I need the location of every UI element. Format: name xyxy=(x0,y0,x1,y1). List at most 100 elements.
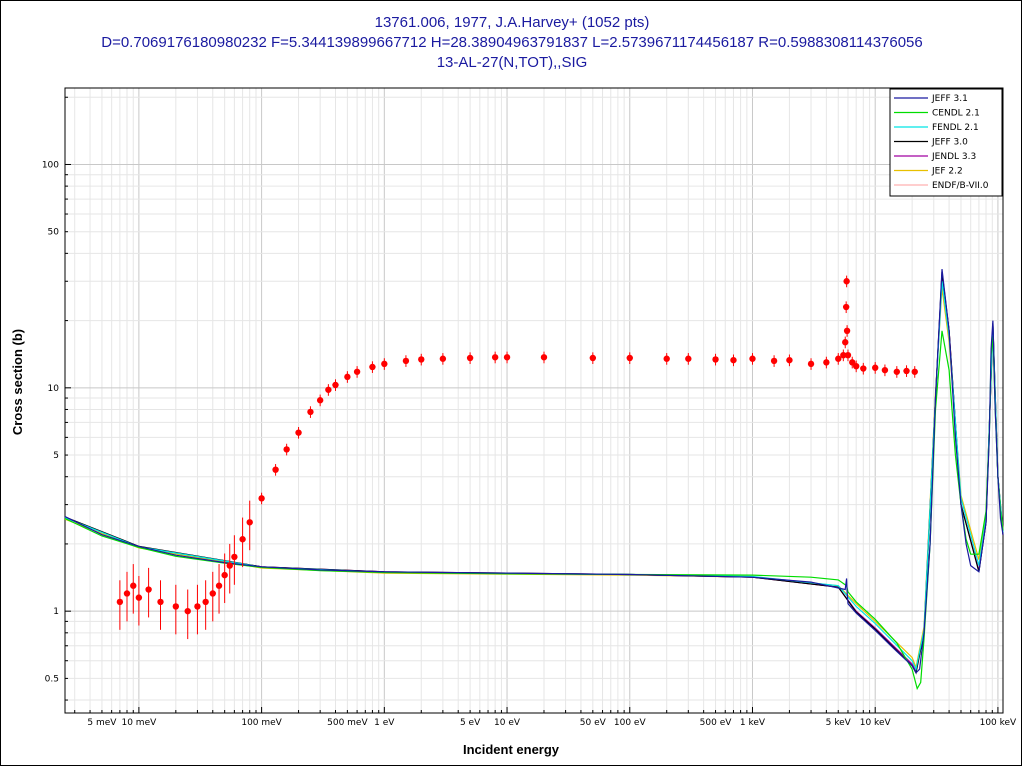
exp-point xyxy=(145,586,152,593)
x-tick-label: 10 keV xyxy=(860,718,892,728)
x-tick-label: 1 eV xyxy=(374,718,395,728)
experimental-data xyxy=(116,275,918,640)
chart-title-line-3: 13-AL-27(N,TOT),,SIG xyxy=(436,54,588,71)
exp-point xyxy=(849,359,856,366)
exp-point xyxy=(215,582,223,589)
exp-point xyxy=(903,367,910,375)
y-tick-label: 10 xyxy=(48,384,60,394)
exp-point xyxy=(184,607,191,615)
x-tick-label: 10 meV xyxy=(121,718,157,728)
exp-point xyxy=(911,368,918,375)
legend-entry: JEFF 3.1 xyxy=(931,94,968,104)
exp-point xyxy=(503,354,511,361)
exp-point xyxy=(157,598,164,606)
exp-point xyxy=(844,351,852,359)
exp-point xyxy=(221,571,228,579)
exp-point xyxy=(332,381,339,389)
x-tick-label: 500 eV xyxy=(700,718,733,728)
exp-point xyxy=(325,386,332,393)
exp-point xyxy=(172,603,180,610)
x-tick-label: 100 keV xyxy=(980,718,1017,728)
exp-point xyxy=(786,356,793,364)
exp-point xyxy=(589,354,597,362)
exp-point xyxy=(843,327,851,335)
exp-point xyxy=(872,364,879,371)
legend: JEFF 3.1 CENDL 2.1 FENDL 2.1 JEFF 3.0 JENDL … xyxy=(889,88,1003,197)
x-tick-label: 1 keV xyxy=(740,718,766,728)
x-tick-label: 100 meV xyxy=(241,718,282,728)
exp-point xyxy=(749,355,756,362)
exp-point xyxy=(381,360,388,368)
exp-point xyxy=(295,429,302,436)
chart-title-line-1: 13761.006, 1977, J.A.Harvey+ (1052 pts) xyxy=(374,14,650,31)
exp-point xyxy=(712,356,719,363)
exp-point xyxy=(466,354,474,362)
legend-entry: JEF 2.2 xyxy=(931,167,963,177)
exp-point xyxy=(685,355,692,362)
exp-point xyxy=(418,356,425,363)
y-tick-label: 5 xyxy=(53,451,59,461)
exp-point xyxy=(770,357,778,365)
axis-ticks: 5 meV 10 meV 100 meV 500 meV 1 eV 5 eV 10 eV 50… xyxy=(42,96,1017,728)
exp-point xyxy=(540,354,548,361)
exp-point xyxy=(116,598,124,606)
exp-point xyxy=(316,397,324,404)
exp-point xyxy=(194,603,201,610)
exp-point xyxy=(491,354,499,361)
exp-point xyxy=(843,278,850,285)
y-tick-label: 1 xyxy=(53,607,59,617)
x-tick-label: 10 eV xyxy=(494,718,521,728)
series-line-cendl-2-1 xyxy=(64,330,1004,691)
exp-point xyxy=(840,351,847,359)
legend-entry: FENDL 2.1 xyxy=(932,123,979,133)
exp-point xyxy=(209,590,216,597)
y-tick-label: 100 xyxy=(42,160,59,170)
exp-point xyxy=(123,590,131,597)
exp-point xyxy=(283,446,290,453)
exp-point xyxy=(202,598,209,606)
exp-point xyxy=(852,362,860,370)
y-tick-label: 50 xyxy=(48,228,60,238)
exp-point xyxy=(402,357,410,365)
exp-point xyxy=(835,355,842,362)
legend-entry: JENDL 3.3 xyxy=(931,152,976,162)
exp-point xyxy=(663,355,670,362)
x-tick-label: 5 eV xyxy=(460,718,481,728)
x-axis-label: Incident energy xyxy=(463,742,560,757)
exp-point xyxy=(258,495,265,502)
exp-point xyxy=(226,562,233,569)
exp-point xyxy=(881,366,889,374)
exp-point xyxy=(307,408,314,416)
exp-point xyxy=(842,303,850,311)
legend-entry: JEFF 3.0 xyxy=(931,138,968,148)
exp-point xyxy=(135,594,143,601)
exp-point xyxy=(823,359,830,366)
series-lines xyxy=(64,269,1004,691)
x-tick-label: 500 meV xyxy=(327,718,368,728)
x-tick-label: 5 meV xyxy=(87,718,117,728)
exp-point xyxy=(807,360,815,368)
exp-point xyxy=(893,368,901,375)
exp-point xyxy=(730,356,737,364)
y-axis-label: Cross section (b) xyxy=(10,329,25,435)
exp-point xyxy=(842,339,849,346)
exp-point xyxy=(246,519,253,526)
series-line-jeff-3-1 xyxy=(64,269,1004,674)
exp-point xyxy=(439,355,447,362)
exp-point xyxy=(344,373,351,381)
chart-title-line-2: D=0.7069176180980232 F=5.344139899667712… xyxy=(101,34,923,51)
legend-entry: ENDF/B-VII.0 xyxy=(932,181,989,191)
x-tick-label: 5 keV xyxy=(826,718,852,728)
exp-point xyxy=(130,582,137,589)
legend-box xyxy=(889,88,1003,197)
exp-point xyxy=(239,536,246,543)
exp-point xyxy=(231,553,238,561)
plot-area xyxy=(64,87,1004,714)
exp-point xyxy=(272,466,279,473)
x-tick-label: 100 eV xyxy=(614,718,647,728)
exp-point xyxy=(860,365,867,372)
exp-point xyxy=(626,354,633,362)
exp-point xyxy=(353,368,361,375)
